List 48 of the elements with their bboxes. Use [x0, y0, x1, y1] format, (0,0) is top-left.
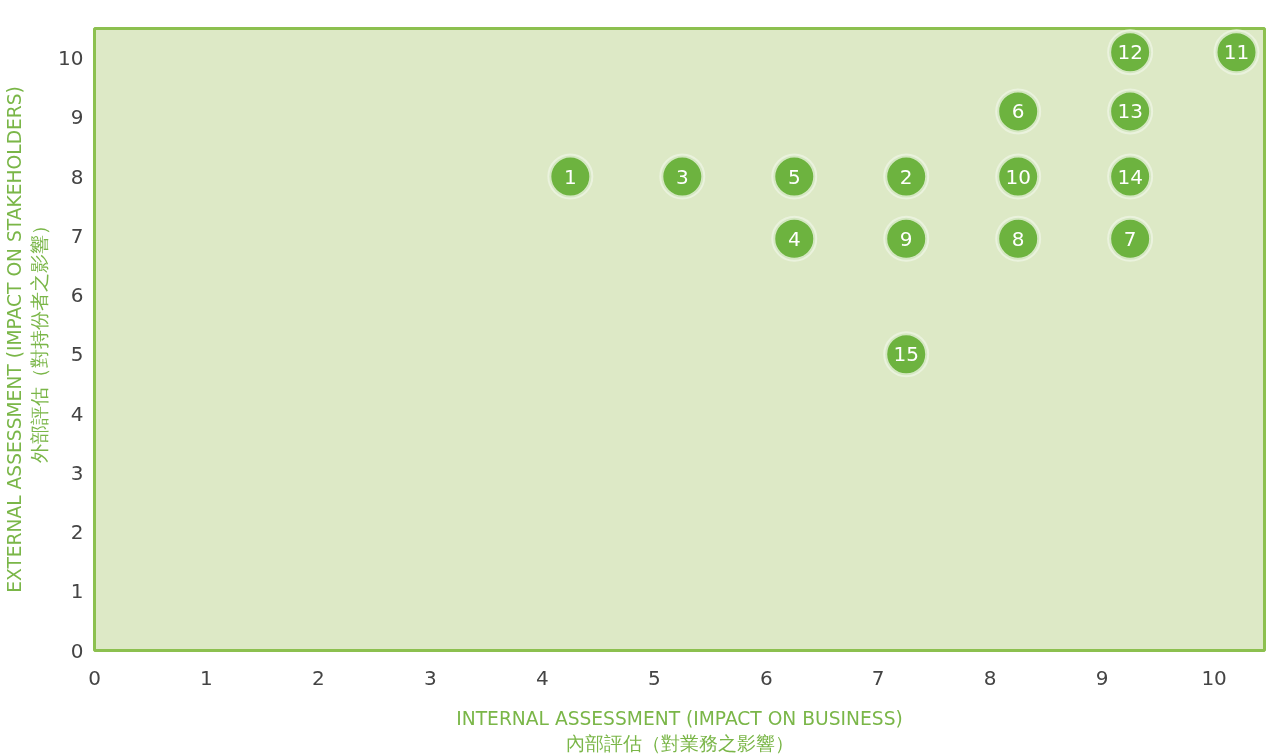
- annotation: 14: [1117, 164, 1143, 189]
- annotation: 7: [1123, 226, 1137, 251]
- y-tick-label: 1: [70, 579, 84, 604]
- x-tick-label: 4: [535, 665, 549, 690]
- annotation: 2: [899, 164, 913, 189]
- y-tick-label: 0: [70, 638, 84, 663]
- y-tick-label: 2: [70, 520, 84, 545]
- annotation: 15: [893, 342, 919, 367]
- y-axis-title: EXTERNAL ASSESSMENT (IMPACT ON STAKEHOLDERS) 外部評估（對持份者之影響）: [3, 86, 51, 593]
- point: [1107, 215, 1154, 262]
- x-tick-label: 8: [983, 665, 997, 690]
- x-tick-label: 7: [871, 665, 885, 690]
- y-tick-label: 7: [70, 223, 84, 248]
- annotation: 12: [1117, 40, 1143, 65]
- point: [995, 88, 1042, 135]
- annotation: 13: [1117, 99, 1143, 124]
- point: [659, 153, 706, 200]
- x-tick-label: 6: [759, 665, 773, 690]
- annotation: 6: [1011, 99, 1025, 124]
- point: [771, 153, 818, 200]
- x-tick-label: 9: [1095, 665, 1109, 690]
- point: [771, 215, 818, 262]
- annotation: 3: [675, 164, 689, 189]
- y-tick-label: 3: [70, 460, 84, 485]
- annotation: 11: [1223, 40, 1250, 65]
- annotation: 9: [899, 226, 913, 251]
- y-tick-label: 8: [70, 164, 84, 189]
- point: [547, 153, 594, 200]
- x-tick-label: 2: [312, 665, 325, 690]
- annotation: 1: [563, 164, 577, 189]
- point: [995, 215, 1042, 262]
- x-tick-label: 1: [200, 665, 213, 690]
- y-tick-label: 5: [70, 342, 84, 367]
- y-tick-label: 6: [70, 283, 84, 308]
- point: [883, 215, 930, 262]
- annotation: 4: [787, 226, 801, 251]
- y-tick-label: 9: [70, 105, 84, 130]
- annotation: 5: [787, 164, 801, 189]
- y-tick-label: 4: [70, 401, 84, 426]
- x-axis-title: INTERNAL ASSESSMENT (IMPACT ON BUSINESS) 內部評估（對業務之影響）: [456, 707, 903, 754]
- y-tick-label: 10: [58, 46, 84, 71]
- point: [883, 153, 930, 200]
- x-tick-label: 0: [88, 665, 101, 690]
- annotation: 10: [1005, 164, 1031, 189]
- annotation: 8: [1011, 226, 1025, 251]
- x-tick-label: 5: [647, 665, 661, 690]
- x-tick-label: 3: [424, 665, 437, 690]
- x-tick-label: 10: [1201, 665, 1227, 690]
